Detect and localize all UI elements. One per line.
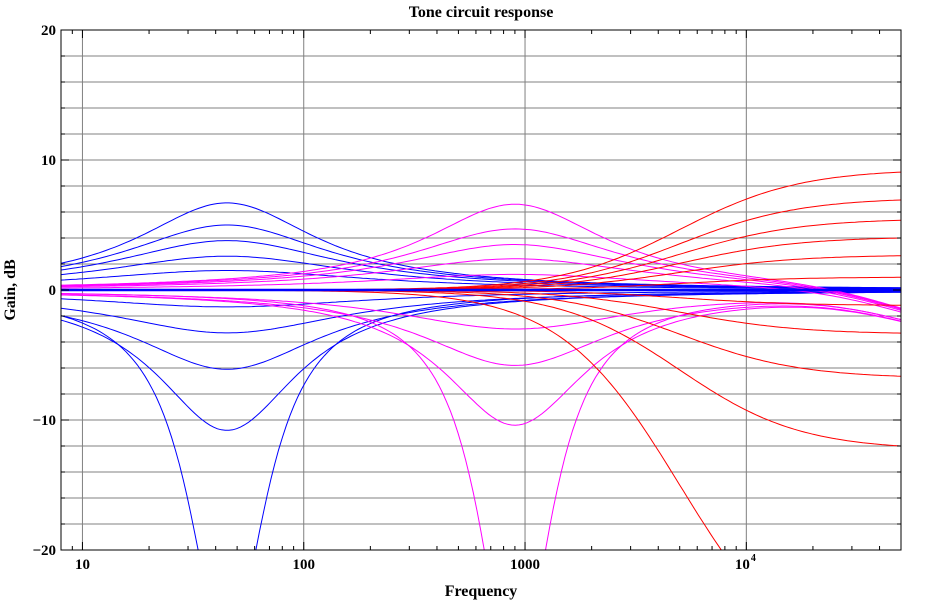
y-tick-label: 20	[41, 23, 56, 39]
bass-curve	[61, 270, 901, 290]
bass-curve	[61, 291, 901, 550]
x-tick-exponent: 4	[751, 553, 756, 564]
y-axis-label: Gain, dB	[2, 259, 19, 321]
x-axis-label: Frequency	[445, 583, 518, 600]
mid-curve	[61, 244, 901, 310]
grid	[61, 30, 901, 550]
y-tick-label: 10	[41, 153, 56, 169]
mid-curve	[61, 273, 901, 313]
y-tick-label: 0	[49, 283, 57, 299]
mid-curve	[61, 258, 901, 311]
x-tick-label: 10	[75, 557, 90, 573]
curves	[61, 171, 901, 550]
mid-curve	[61, 293, 901, 550]
bass-curve	[61, 291, 901, 431]
y-tick-label: −10	[32, 413, 56, 429]
mid-curve	[61, 294, 901, 426]
x-tick-label: 1000	[510, 557, 540, 573]
x-tick-label: 10	[735, 557, 750, 573]
y-tick-label: −20	[32, 543, 56, 559]
mid-curve	[61, 203, 901, 309]
mid-curve	[61, 294, 901, 366]
chart-title: Tone circuit response	[409, 4, 554, 21]
x-tick-label: 100	[292, 557, 315, 573]
ticks	[60, 29, 902, 551]
